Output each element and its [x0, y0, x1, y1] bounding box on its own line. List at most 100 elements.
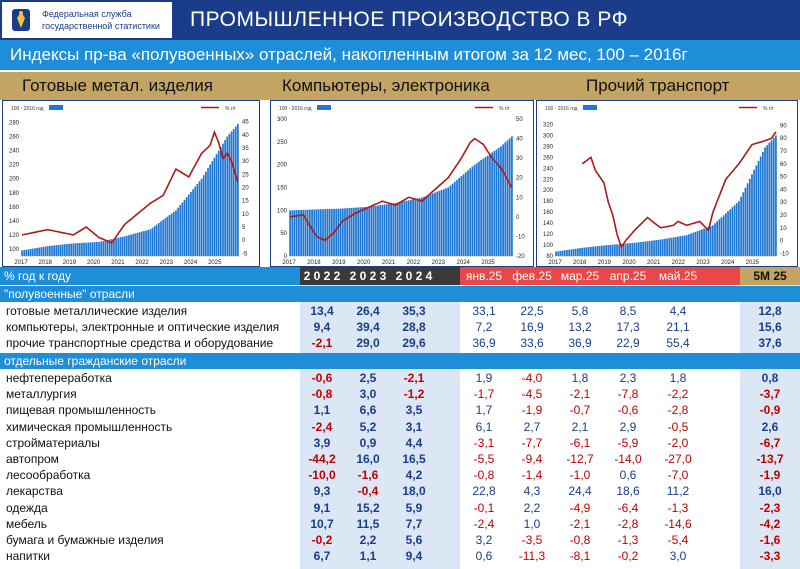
row-label: нефтепереработка — [6, 371, 112, 385]
bar — [429, 194, 432, 256]
bar — [298, 210, 300, 256]
cell-value: 6,6 — [359, 403, 377, 418]
bar — [410, 199, 412, 256]
y-left-tick: 240 — [9, 149, 20, 155]
bar — [224, 140, 226, 256]
bar — [484, 157, 487, 256]
bar — [714, 223, 716, 256]
cell-value: 16,5 — [402, 452, 426, 466]
y-left-tick: 260 — [9, 135, 20, 141]
cell-value: -2,3 — [759, 500, 781, 515]
bar — [703, 228, 705, 256]
cell-value: -1,0 — [569, 468, 591, 483]
bar — [72, 243, 75, 256]
cell-value: -3,5 — [521, 533, 543, 547]
cell-value: -3,3 — [759, 549, 781, 564]
bar — [78, 243, 81, 256]
bar — [335, 208, 338, 256]
cell-value: 13,2 — [568, 320, 592, 335]
bar — [478, 161, 480, 256]
bar — [600, 245, 603, 256]
cell-value: -4,0 — [521, 371, 543, 385]
bar — [315, 209, 318, 256]
bar — [202, 175, 205, 256]
bar — [160, 221, 162, 256]
bar — [34, 248, 36, 256]
cell-value: 26,4 — [356, 304, 380, 318]
bar — [385, 204, 388, 256]
bar — [500, 146, 502, 256]
cell-value: 2,2 — [359, 533, 377, 547]
row-label: химическая промышленность — [6, 419, 173, 434]
bar — [183, 199, 186, 256]
row-label: готовые металлические изделия — [6, 304, 188, 318]
cell-value: -2,2 — [667, 387, 689, 402]
bar — [425, 195, 428, 256]
y-left-tick: 100 — [543, 243, 554, 249]
y-right-tick: -20 — [516, 254, 525, 260]
bar — [234, 126, 237, 257]
cell-value: 8,5 — [619, 304, 637, 318]
cell-value: 36,9 — [472, 336, 496, 351]
bar — [153, 226, 156, 256]
bar — [110, 239, 113, 256]
x-tick: 2025 — [208, 260, 222, 266]
bar — [289, 210, 291, 256]
bar — [480, 160, 483, 256]
cell-value: 4,3 — [523, 484, 541, 499]
bar — [98, 241, 100, 256]
row-label: автопром — [6, 452, 59, 466]
bar — [464, 172, 467, 256]
bar — [374, 205, 377, 256]
bar — [672, 237, 675, 256]
cell-value: 1,1 — [313, 403, 331, 418]
bar — [96, 242, 98, 256]
bar — [46, 246, 49, 256]
bar — [561, 250, 564, 256]
cell-value: 0,6 — [619, 468, 637, 483]
row-label: лекарства — [6, 484, 63, 499]
bar — [168, 215, 171, 256]
x-tick: 2022 — [672, 260, 686, 266]
cell-value: 1,1 — [359, 549, 377, 564]
bar — [766, 145, 769, 256]
legend-line-label: % г/г — [763, 106, 774, 112]
cell-value: 15,2 — [356, 500, 380, 515]
cell-value: 18,0 — [402, 484, 426, 499]
bar — [70, 243, 73, 256]
bar — [407, 200, 410, 256]
y-right-tick: 15 — [242, 199, 249, 205]
cell-value: 33,1 — [472, 304, 496, 318]
bar — [570, 249, 573, 256]
cell-value: 3,0 — [359, 387, 377, 402]
cell-value: -4,2 — [759, 516, 781, 531]
logo-line1: Федеральная служба — [42, 9, 132, 19]
bar — [381, 204, 384, 256]
panel-title-metal: Готовые метал. изделия — [22, 76, 213, 95]
bar — [27, 249, 30, 256]
y-left-tick: 200 — [543, 188, 554, 194]
y-right-tick: 20 — [516, 176, 523, 182]
cell-value: 18,6 — [616, 484, 640, 499]
bar — [742, 192, 745, 256]
bar — [177, 207, 179, 256]
header-years-bg — [300, 267, 460, 285]
bar — [761, 151, 764, 256]
y-left-tick: 250 — [277, 140, 288, 146]
cell-value: -6,7 — [759, 435, 781, 450]
chart-electronics: 100 - 2016 год% г/г 0 50 100 150 200 250 300 -20… — [270, 100, 534, 267]
x-tick: 2020 — [87, 260, 101, 266]
y-right-tick: 10 — [780, 226, 787, 232]
cell-value: -4,5 — [521, 387, 543, 402]
cell-value: -0,2 — [311, 533, 333, 547]
bar — [209, 164, 212, 256]
row-label: пищевая промышленность — [6, 403, 157, 418]
bar — [711, 225, 714, 256]
y-right-tick: 5 — [242, 225, 246, 231]
bar — [379, 205, 382, 256]
row-label: мебель — [6, 516, 48, 531]
cell-value: -2,1 — [569, 516, 591, 531]
bar — [302, 209, 305, 256]
y-left-tick: 150 — [277, 186, 288, 192]
bar — [205, 171, 207, 256]
